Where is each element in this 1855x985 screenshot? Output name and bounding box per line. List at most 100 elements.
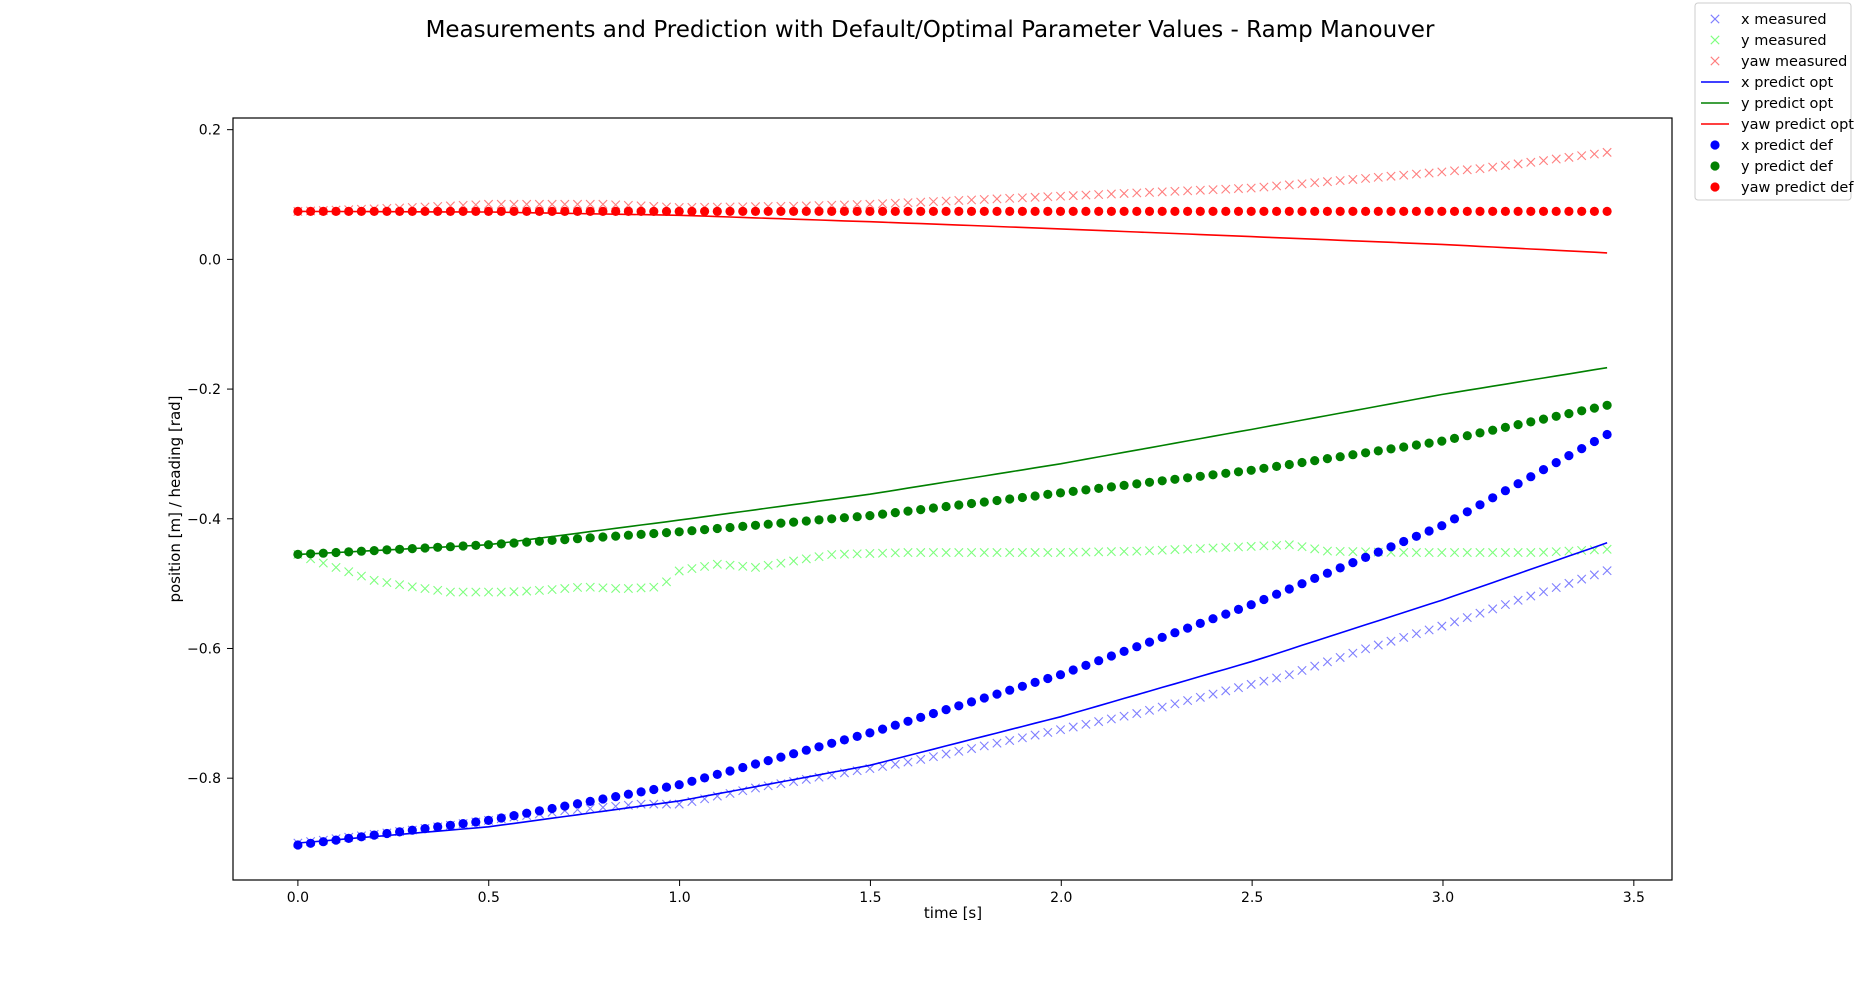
- marker-dot-point: [1488, 206, 1498, 216]
- marker-x-point: [1335, 546, 1345, 556]
- marker-x-point: [1043, 192, 1053, 202]
- marker-x-point: [1475, 608, 1485, 618]
- marker-dot-point: [966, 206, 977, 216]
- y-tick-label: −0.4: [187, 512, 221, 528]
- marker-x-point: [1335, 175, 1345, 186]
- marker-x-point: [496, 199, 506, 209]
- marker-dot-point: [458, 541, 468, 551]
- y-tick-label: 0.0: [199, 252, 221, 268]
- marker-dot-point: [1170, 628, 1180, 638]
- marker-x-point: [547, 585, 557, 595]
- marker-x-point: [1043, 547, 1053, 558]
- marker-x-point: [865, 199, 875, 209]
- marker-x-point: [674, 566, 684, 576]
- marker-x-point: [966, 744, 977, 754]
- marker-x-point: [1030, 730, 1040, 740]
- marker-x-point: [903, 547, 913, 558]
- marker-dot-point: [1449, 433, 1460, 443]
- marker-dot-point: [1335, 452, 1345, 462]
- legend-label: y measured: [1741, 33, 1827, 49]
- marker-dot-point: [865, 206, 875, 216]
- marker-dot-point: [966, 697, 977, 707]
- marker-dot-point: [395, 827, 405, 837]
- marker-dot-point: [992, 206, 1002, 216]
- marker-dot-point: [1538, 414, 1549, 424]
- marker-dot-point: [611, 206, 621, 216]
- marker-x-point: [1144, 705, 1155, 715]
- marker-dot-point: [992, 495, 1002, 506]
- marker-dot-point: [890, 720, 900, 730]
- marker-x-point: [572, 582, 583, 593]
- marker-dot-point: [572, 799, 583, 809]
- marker-dot-point: [827, 206, 837, 216]
- marker-dot-point: [1538, 465, 1549, 475]
- legend-label: y predict def: [1741, 159, 1834, 175]
- x-tick-label: 1.0: [668, 890, 690, 906]
- marker-x-point: [1081, 190, 1091, 200]
- marker-x-point: [1488, 547, 1498, 558]
- marker-dot-point: [1106, 206, 1116, 216]
- marker-dot-point: [547, 206, 557, 216]
- marker-dot-point: [1399, 206, 1409, 216]
- marker-dot-point: [1233, 467, 1244, 477]
- marker-x-point: [979, 547, 989, 558]
- marker-x-point: [1577, 151, 1587, 161]
- marker-x-point: [458, 587, 468, 597]
- marker-x-point: [661, 799, 672, 809]
- marker-dot-point: [572, 534, 583, 544]
- marker-x-point: [623, 583, 633, 594]
- marker-dot-point: [382, 206, 392, 216]
- marker-x-point: [1195, 185, 1205, 195]
- marker-dot-point: [471, 540, 481, 551]
- marker-dot-point: [738, 206, 748, 216]
- axes-layer: 0.0 0.5 1.0 1.5 2.0 2.5 3.0 3.5 0.2 0.0 −0.2 −0.4 −0…: [187, 123, 1645, 906]
- legend-label: y predict opt: [1741, 96, 1834, 112]
- marker-dot-point: [611, 792, 621, 802]
- marker-dot-point: [712, 523, 722, 534]
- marker-x-point: [1284, 670, 1294, 680]
- marker-dot-point: [903, 506, 913, 516]
- marker-dot-point: [585, 796, 595, 807]
- marker-dot-point: [1170, 474, 1180, 484]
- marker-dot-point: [954, 500, 964, 510]
- marker-dot-point: [1272, 461, 1282, 471]
- marker-x-point: [1488, 604, 1498, 614]
- marker-x-point: [1157, 545, 1167, 555]
- marker-dot-point: [725, 522, 735, 533]
- marker-x-point: [1183, 186, 1193, 196]
- marker-x-point: [992, 547, 1002, 558]
- marker-dot-point: [839, 513, 850, 523]
- marker-x-point: [445, 587, 456, 597]
- marker-x-point: [865, 548, 875, 559]
- x-tick-label: 3.5: [1623, 890, 1645, 906]
- legend-item: x measured: [1710, 12, 1827, 28]
- marker-dot-point: [1449, 206, 1460, 216]
- marker-x-point: [1106, 547, 1116, 557]
- marker-x-point: [661, 577, 672, 587]
- marker-x-point: [560, 583, 570, 594]
- marker-x-point: [1005, 735, 1015, 746]
- marker-x-point: [1106, 714, 1116, 724]
- marker-dot-point: [890, 206, 900, 216]
- marker-dot-point: [852, 512, 862, 522]
- marker-x-point: [534, 585, 544, 596]
- marker-x-point: [1233, 683, 1244, 693]
- marker-dot-point: [471, 206, 481, 216]
- marker-x-point: [750, 783, 761, 793]
- x-tick-label: 2.0: [1050, 890, 1072, 906]
- marker-dot-point: [776, 752, 786, 762]
- marker-dot-point: [725, 206, 735, 216]
- marker-x-point: [1310, 178, 1320, 188]
- marker-dot-point: [941, 705, 951, 715]
- marker-dot-point: [509, 811, 519, 821]
- marker-x-point: [1272, 673, 1282, 683]
- marker-dot-point: [687, 776, 697, 786]
- marker-dot-point: [509, 206, 519, 216]
- marker-x-point: [827, 549, 837, 560]
- marker-dot-point: [1221, 609, 1231, 619]
- marker-dot-point: [1183, 206, 1193, 216]
- marker-dot-point: [1526, 206, 1536, 216]
- marker-dot-point: [1081, 485, 1091, 495]
- x-tick-label: 1.5: [859, 890, 881, 906]
- marker-dot-point: [1043, 489, 1053, 499]
